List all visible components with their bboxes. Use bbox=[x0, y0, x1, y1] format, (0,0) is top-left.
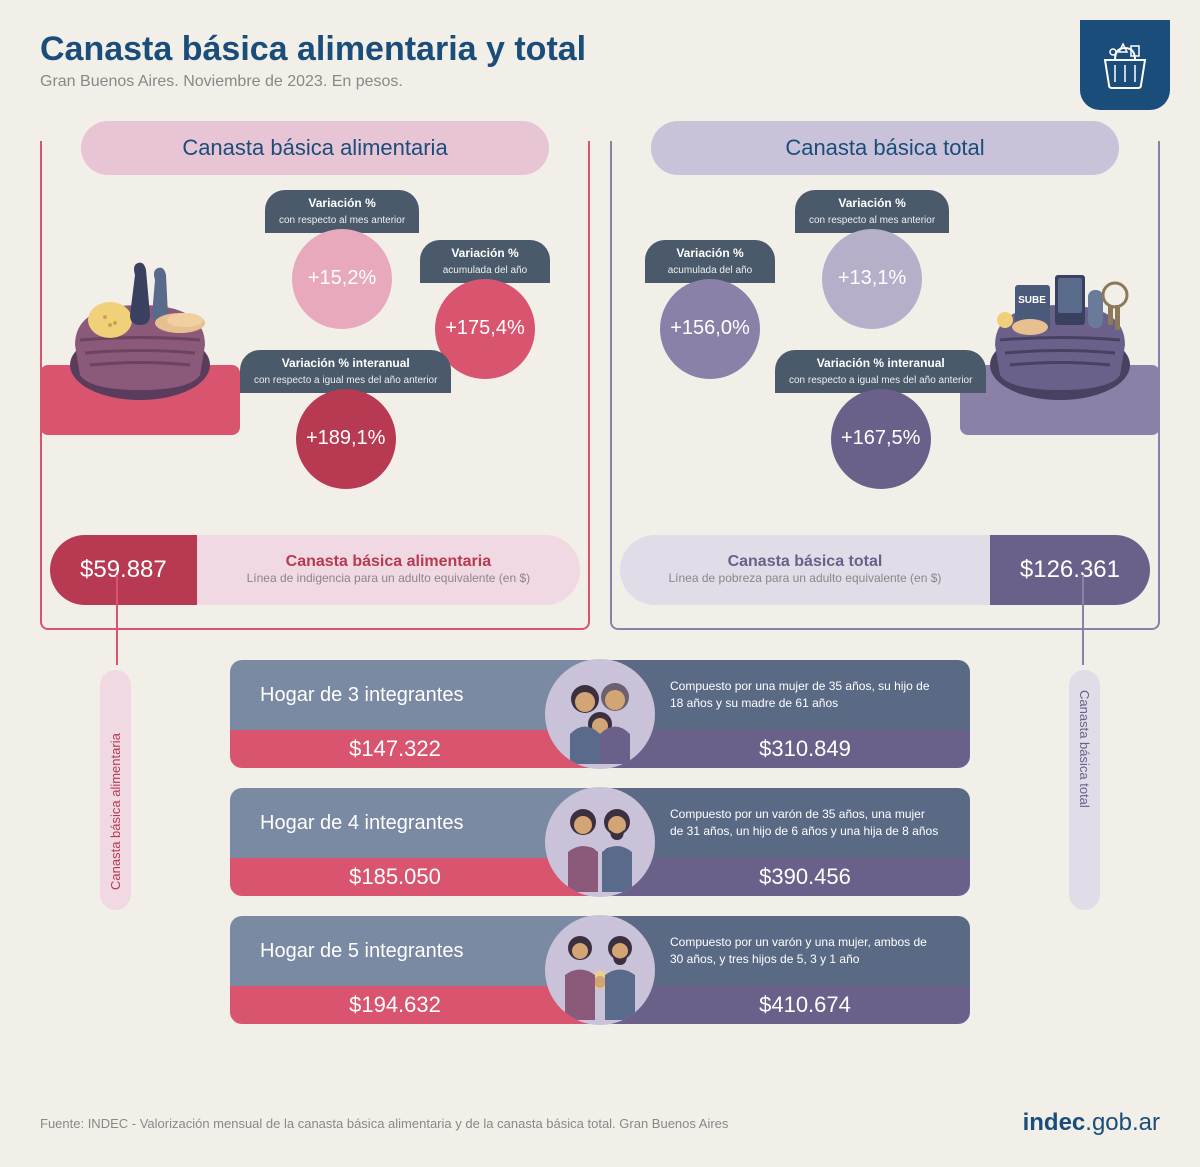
right-panel: Canasta básica total SUBE bbox=[610, 121, 1160, 630]
logo-light: .gob.ar bbox=[1085, 1109, 1160, 1136]
page-title: Canasta básica alimentaria y total bbox=[40, 30, 1160, 69]
right-panel-header: Canasta básica total bbox=[651, 121, 1119, 175]
stat-label: Variación % interanual con respecto a ig… bbox=[240, 350, 451, 393]
family-icon bbox=[545, 915, 655, 1025]
stat-label-title: Variación % bbox=[659, 246, 761, 262]
household-right-col: Compuesto por una mujer de 35 años, su h… bbox=[600, 660, 970, 768]
stat-label-title: Variación % interanual bbox=[789, 356, 972, 372]
household-right-value: $390.456 bbox=[600, 858, 970, 896]
stat-label: Variación % acumulada del año bbox=[645, 240, 775, 283]
left-stat-annual: Variación % interanual con respecto a ig… bbox=[240, 350, 451, 489]
right-stat-monthly: Variación % con respecto al mes anterior… bbox=[795, 190, 949, 329]
left-panel-header: Canasta básica alimentaria bbox=[81, 121, 549, 175]
left-stats-area: Variación % con respecto al mes anterior… bbox=[50, 185, 580, 525]
family-icon bbox=[545, 787, 655, 897]
household-row: Hogar de 4 integrantes $185.050 Compuest… bbox=[230, 788, 970, 896]
household-right-value: $410.674 bbox=[600, 986, 970, 1024]
stat-label-sub: con respecto a igual mes del año anterio… bbox=[789, 374, 972, 387]
household-description: Compuesto por una mujer de 35 años, su h… bbox=[600, 660, 970, 730]
left-panel-title: Canasta básica alimentaria bbox=[182, 135, 447, 160]
household-left-value: $185.050 bbox=[230, 858, 600, 896]
logo-bold: indec bbox=[1023, 1109, 1086, 1136]
right-basket-illustration: SUBE bbox=[960, 215, 1160, 435]
right-stat-annual: Variación % interanual con respecto a ig… bbox=[775, 350, 986, 489]
stat-label-title: Variación % bbox=[279, 196, 405, 212]
household-left-value: $194.632 bbox=[230, 986, 600, 1024]
footer: Fuente: INDEC - Valorización mensual de … bbox=[40, 1109, 1160, 1137]
stat-value-circle: +13,1% bbox=[822, 229, 922, 329]
stat-label: Variación % con respecto al mes anterior bbox=[265, 190, 419, 233]
connector-left bbox=[116, 575, 118, 665]
page-subtitle: Gran Buenos Aires. Noviembre de 2023. En… bbox=[40, 73, 1160, 91]
households-section: Hogar de 3 integrantes $147.322 Compuest… bbox=[40, 660, 1160, 1024]
right-stats-area: SUBE Variación % con respecto al mes ant… bbox=[620, 185, 1150, 525]
stat-label-title: Variación % bbox=[809, 196, 935, 212]
household-row: Hogar de 3 integrantes $147.322 Compuest… bbox=[230, 660, 970, 768]
household-left-value: $147.322 bbox=[230, 730, 600, 768]
household-right-value: $310.849 bbox=[600, 730, 970, 768]
stat-label: Variación % interanual con respecto a ig… bbox=[775, 350, 986, 393]
goods-basket-icon: SUBE bbox=[980, 245, 1140, 405]
stat-value-circle: +156,0% bbox=[660, 279, 760, 379]
stat-label-sub: con respecto al mes anterior bbox=[279, 214, 405, 227]
footer-source: Fuente: INDEC - Valorización mensual de … bbox=[40, 1116, 728, 1131]
stat-label-sub: con respecto al mes anterior bbox=[809, 214, 935, 227]
stat-label: Variación % con respecto al mes anterior bbox=[795, 190, 949, 233]
left-stat-monthly: Variación % con respecto al mes anterior… bbox=[265, 190, 419, 329]
svg-text:SUBE: SUBE bbox=[1018, 295, 1046, 306]
stat-label: Variación % acumulada del año bbox=[420, 240, 550, 283]
stat-value-circle: +15,2% bbox=[292, 229, 392, 329]
right-panel-title: Canasta básica total bbox=[785, 135, 984, 160]
header-icon-box bbox=[1080, 20, 1170, 110]
household-right-col: Compuesto por un varón y una mujer, ambo… bbox=[600, 916, 970, 1024]
household-right-col: Compuesto por un varón de 35 años, una m… bbox=[600, 788, 970, 896]
household-row: Hogar de 5 integrantes $194.632 Compuest… bbox=[230, 916, 970, 1024]
household-description: Compuesto por un varón y una mujer, ambo… bbox=[600, 916, 970, 986]
stat-value-circle: +189,1% bbox=[296, 389, 396, 489]
family-icon bbox=[545, 659, 655, 769]
stat-label-sub: con respecto a igual mes del año anterio… bbox=[254, 374, 437, 387]
right-stat-accumulated: Variación % acumulada del año +156,0% bbox=[645, 240, 775, 379]
connector-right bbox=[1082, 575, 1084, 665]
stat-label-title: Variación % interanual bbox=[254, 356, 437, 372]
panels-container: Canasta básica alimentaria bbox=[40, 121, 1160, 630]
stat-label-sub: acumulada del año bbox=[434, 264, 536, 277]
basket-icon bbox=[1095, 40, 1155, 90]
stat-value-circle: +167,5% bbox=[831, 389, 931, 489]
stat-label-sub: acumulada del año bbox=[659, 264, 761, 277]
left-basket-illustration bbox=[40, 215, 240, 435]
household-description: Compuesto por un varón de 35 años, una m… bbox=[600, 788, 970, 858]
stat-label-title: Variación % bbox=[434, 246, 536, 262]
food-basket-icon bbox=[60, 245, 220, 405]
header: Canasta básica alimentaria y total Gran … bbox=[40, 30, 1160, 91]
footer-logo: indec.gob.ar bbox=[1023, 1109, 1160, 1137]
left-panel: Canasta básica alimentaria bbox=[40, 121, 590, 630]
